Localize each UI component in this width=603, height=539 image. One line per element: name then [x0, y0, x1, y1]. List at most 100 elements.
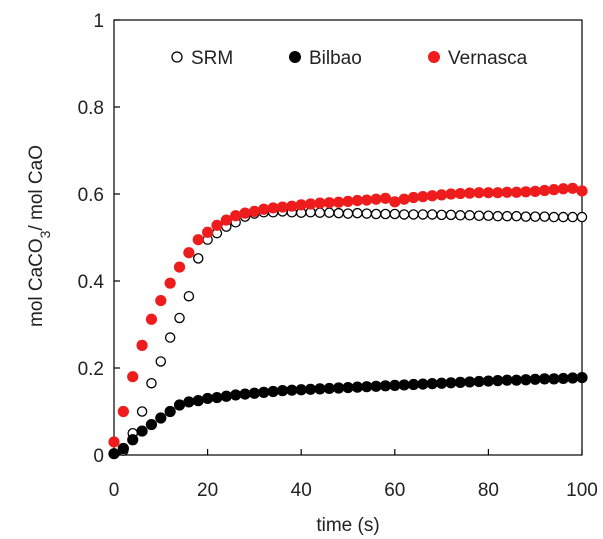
data-point-vernasca — [407, 191, 420, 204]
y-tick-label: 0.6 — [78, 185, 104, 206]
data-point-vernasca — [482, 187, 494, 199]
data-point-vernasca — [510, 186, 523, 198]
data-point-bilbao — [155, 412, 167, 424]
data-point-bilbao — [108, 448, 120, 460]
data-point-srm — [483, 210, 494, 221]
data-point-vernasca — [538, 184, 551, 197]
data-point-bilbao — [117, 442, 129, 455]
data-point-bilbao — [258, 386, 270, 398]
data-point-bilbao — [454, 376, 466, 388]
data-point-vernasca — [426, 190, 438, 202]
data-point-vernasca — [389, 196, 401, 208]
y-tick-label: 0 — [93, 446, 104, 467]
data-point-bilbao — [417, 378, 429, 390]
data-point-srm — [455, 210, 466, 221]
data-point-bilbao — [492, 375, 504, 387]
data-point-vernasca — [370, 193, 382, 205]
data-point-vernasca — [248, 205, 260, 217]
data-point-srm — [436, 209, 447, 221]
data-point-srm — [567, 211, 578, 223]
data-point-bilbao — [333, 382, 345, 394]
data-point-bilbao — [314, 383, 326, 395]
data-point-bilbao — [436, 377, 448, 389]
data-point-bilbao — [379, 380, 392, 392]
plot-border — [113, 19, 583, 456]
data-point-bilbao — [398, 379, 410, 391]
data-point-vernasca — [173, 261, 186, 273]
data-point-bilbao — [220, 390, 232, 402]
data-point-srm — [333, 207, 344, 219]
data-point-bilbao — [304, 383, 317, 395]
data-point-vernasca — [323, 197, 335, 209]
y-tick-label: 0.4 — [78, 272, 105, 293]
data-point-srm — [492, 210, 504, 222]
data-point-srm — [136, 406, 148, 417]
data-point-vernasca — [464, 187, 476, 199]
data-point-vernasca — [445, 188, 457, 200]
data-point-vernasca — [576, 185, 588, 197]
data-point-bilbao — [183, 396, 195, 408]
data-point-vernasca — [436, 189, 448, 201]
data-point-srm — [464, 210, 475, 221]
data-point-bilbao — [295, 384, 307, 396]
data-point-srm — [192, 253, 204, 264]
y-axis: 0 0.2 0.4 0.6 0.8 1 — [78, 11, 120, 467]
data-point-srm — [314, 207, 326, 218]
data-point-bilbao — [342, 381, 354, 394]
data-point-vernasca — [183, 247, 195, 259]
data-point-srm — [398, 209, 410, 220]
data-point-bilbao — [127, 434, 139, 446]
data-point-vernasca — [333, 196, 345, 208]
data-point-bilbao — [426, 378, 438, 390]
data-point-vernasca — [557, 183, 569, 195]
data-point-srm — [146, 377, 157, 389]
data-point-vernasca — [473, 187, 485, 199]
data-point-bilbao — [351, 381, 363, 393]
x-tick-label: 100 — [566, 480, 598, 501]
data-point-bilbao — [482, 375, 494, 387]
data-point-bilbao — [202, 392, 214, 405]
data-point-vernasca — [136, 339, 148, 351]
data-point-vernasca — [454, 187, 466, 200]
data-point-bilbao — [248, 387, 260, 399]
data-point-bilbao — [567, 372, 579, 384]
data-point-vernasca — [567, 182, 579, 194]
data-point-srm — [155, 356, 167, 367]
data-point-srm — [361, 208, 372, 219]
legend-marker — [289, 51, 301, 63]
data-point-srm — [164, 332, 176, 343]
data-point-vernasca — [239, 207, 251, 219]
legend-item-bilbao: Bilbao — [289, 48, 362, 69]
data-point-bilbao — [557, 372, 569, 385]
data-point-vernasca — [211, 219, 223, 231]
data-point-vernasca — [398, 193, 410, 205]
data-point-bilbao — [230, 389, 242, 401]
data-point-srm — [426, 209, 438, 220]
data-point-srm — [529, 211, 541, 222]
data-point-vernasca — [286, 200, 298, 212]
y-tick-label: 1 — [93, 11, 104, 32]
data-point-vernasca — [501, 186, 513, 198]
data-point-vernasca — [417, 191, 429, 203]
data-point-vernasca — [351, 194, 363, 207]
y-tick-label: 0.8 — [78, 98, 104, 119]
data-point-vernasca — [127, 371, 139, 383]
data-point-bilbao — [267, 385, 279, 398]
data-point-srm — [558, 211, 569, 223]
data-point-bilbao — [239, 388, 251, 400]
data-point-srm — [445, 209, 457, 221]
data-point-vernasca — [379, 192, 392, 204]
legend-label: Vernasca — [448, 48, 528, 69]
data-point-vernasca — [492, 187, 504, 199]
data-point-vernasca — [202, 226, 214, 238]
data-point-bilbao — [389, 379, 401, 391]
data-point-bilbao — [211, 391, 223, 404]
data-point-srm — [389, 208, 401, 220]
data-point-srm — [174, 312, 185, 324]
data-point-bilbao — [370, 380, 382, 392]
data-point-vernasca — [258, 203, 270, 215]
data-point-vernasca — [155, 294, 167, 307]
data-point-vernasca — [220, 214, 232, 226]
data-point-srm — [520, 211, 532, 222]
